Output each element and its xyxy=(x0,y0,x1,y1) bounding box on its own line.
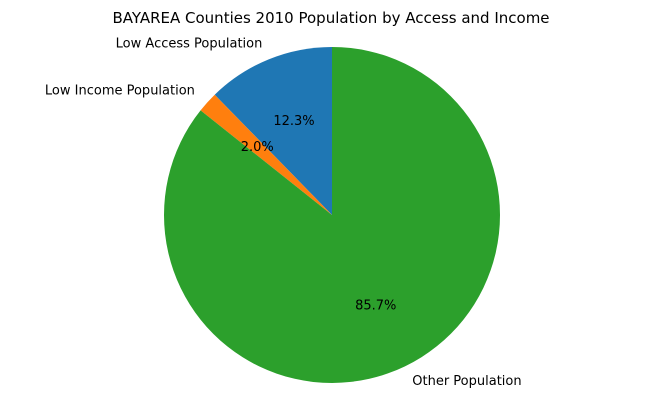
pie-slice-low-income-population xyxy=(200,94,332,215)
chart-title: BAYAREA Counties 2010 Population by Acce… xyxy=(112,9,549,27)
slice-percent-label: 85.7% xyxy=(355,298,396,313)
slice-category-label: Low Access Population xyxy=(116,36,263,51)
pie-labels: Low Access Population 12.3% Low Income Pop… xyxy=(45,36,522,389)
slice-percent-label: 12.3% xyxy=(273,114,314,129)
pie-slices xyxy=(164,47,501,384)
slice-category-label: Low Income Population xyxy=(45,84,195,99)
pie-slice-low-access-population xyxy=(214,47,332,215)
slice-category-label: Other Population xyxy=(412,374,521,389)
slice-percent-label: 2.0% xyxy=(241,140,274,155)
pie-slice-other-population xyxy=(164,47,501,384)
